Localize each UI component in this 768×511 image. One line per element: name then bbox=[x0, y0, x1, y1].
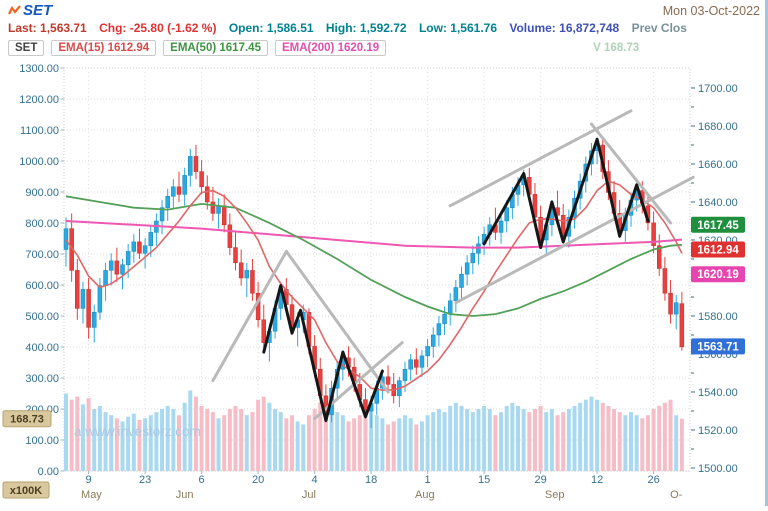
svg-text:1200.00: 1200.00 bbox=[19, 94, 59, 106]
svg-text:1680.00: 1680.00 bbox=[698, 121, 738, 133]
volume-bars bbox=[64, 390, 684, 471]
symbol-name: SET bbox=[23, 2, 53, 19]
zigzag-annotations bbox=[262, 137, 650, 422]
svg-text:18: 18 bbox=[365, 474, 377, 486]
price-tag-ema200: 1620.19 bbox=[691, 266, 745, 283]
svg-text:1000.00: 1000.00 bbox=[19, 156, 59, 168]
svg-text:15: 15 bbox=[478, 474, 490, 486]
volume-unit-tag: x100K bbox=[2, 481, 50, 499]
svg-text:x100K: x100K bbox=[10, 485, 42, 497]
legend-ema15[interactable]: EMA(15) 1612.94 bbox=[51, 40, 157, 56]
svg-text:Jul: Jul bbox=[302, 489, 316, 501]
ema200-line bbox=[65, 220, 682, 249]
price-tag-last: 1563.71 bbox=[691, 338, 745, 355]
svg-text:1660.00: 1660.00 bbox=[698, 159, 738, 171]
svg-text:1640.00: 1640.00 bbox=[698, 197, 738, 209]
legend-ema200[interactable]: EMA(200) 1620.19 bbox=[274, 40, 387, 56]
svg-text:800.00: 800.00 bbox=[25, 218, 59, 230]
svg-text:1500.00: 1500.00 bbox=[698, 463, 738, 475]
svg-text:Jun: Jun bbox=[176, 489, 194, 501]
brand-chart-icon bbox=[8, 5, 21, 15]
quote-high: High: 1,592.72 bbox=[325, 21, 407, 35]
legend-symbol-chip[interactable]: SET bbox=[8, 40, 45, 56]
quote-info-bar: Last: 1,563.71 Chg: -25.80 (-1.62 %) Ope… bbox=[8, 21, 764, 35]
svg-text:100.00: 100.00 bbox=[25, 435, 59, 447]
svg-text:a www.investorz.com: a www.investorz.com bbox=[74, 424, 201, 439]
ema15 bbox=[65, 180, 683, 391]
ema50-line bbox=[65, 195, 682, 317]
quote-volume: Volume: 16,872,748 bbox=[509, 21, 620, 35]
svg-text:0.00: 0.00 bbox=[38, 466, 59, 478]
svg-text:900.00: 900.00 bbox=[25, 187, 59, 199]
svg-text:400.00: 400.00 bbox=[25, 342, 59, 354]
svg-text:26: 26 bbox=[647, 474, 659, 486]
svg-text:1540.00: 1540.00 bbox=[698, 387, 738, 399]
symbol-title: SET bbox=[8, 2, 52, 19]
svg-text:Sep: Sep bbox=[545, 489, 565, 501]
legend-ema50[interactable]: EMA(50) 1617.45 bbox=[163, 40, 268, 56]
svg-text:1620.19: 1620.19 bbox=[697, 269, 739, 281]
svg-text:500.00: 500.00 bbox=[25, 311, 59, 323]
price-tag-ema15: 1612.94 bbox=[691, 241, 745, 258]
svg-text:9: 9 bbox=[86, 474, 92, 486]
svg-text:20: 20 bbox=[252, 474, 264, 486]
legend-volume: V 168.73 bbox=[593, 42, 640, 54]
svg-text:300.00: 300.00 bbox=[25, 373, 59, 385]
svg-text:1563.71: 1563.71 bbox=[697, 341, 739, 353]
quote-last: Last: 1,563.71 bbox=[8, 21, 87, 35]
ema50 bbox=[65, 195, 682, 317]
svg-text:1700.00: 1700.00 bbox=[698, 83, 738, 95]
svg-text:1300.00: 1300.00 bbox=[19, 63, 59, 75]
watermark: a www.investorz.com bbox=[74, 424, 201, 439]
candlesticks bbox=[63, 137, 685, 429]
svg-text:23: 23 bbox=[139, 474, 151, 486]
chart-date: Mon 03-Oct-2022 bbox=[662, 3, 760, 18]
chart-legend: SET EMA(15) 1612.94 EMA(50) 1617.45 EMA(… bbox=[8, 40, 639, 56]
price-tag-ema50: 1617.45 bbox=[691, 216, 745, 233]
svg-text:1: 1 bbox=[425, 474, 431, 486]
svg-text:168.73: 168.73 bbox=[10, 414, 44, 426]
time-axis: 9 23 6 20 4 18 1 15 29 12 26 May Jun Jul Aug Sep O- bbox=[81, 471, 683, 501]
quote-low: Low: 1,561.76 bbox=[418, 21, 498, 35]
svg-text:4: 4 bbox=[312, 474, 318, 486]
svg-text:29: 29 bbox=[534, 474, 546, 486]
title-bar: SET Mon 03-Oct-2022 bbox=[8, 2, 760, 19]
svg-text:600.00: 600.00 bbox=[25, 280, 59, 292]
ema15-line bbox=[65, 180, 683, 391]
right-edge-strip bbox=[765, 0, 768, 506]
svg-text:6: 6 bbox=[199, 474, 205, 486]
ema200 bbox=[65, 220, 682, 249]
svg-text:12: 12 bbox=[591, 474, 603, 486]
svg-text:May: May bbox=[81, 489, 102, 501]
price-chart-canvas[interactable]: 0.00100.00200.00300.00400.00500.00600.00… bbox=[0, 58, 768, 506]
svg-text:700.00: 700.00 bbox=[25, 249, 59, 261]
svg-text:1612.94: 1612.94 bbox=[697, 245, 739, 257]
svg-text:1100.00: 1100.00 bbox=[20, 125, 59, 137]
svg-text:1520.00: 1520.00 bbox=[698, 425, 738, 437]
svg-text:Aug: Aug bbox=[415, 489, 435, 501]
quote-prev-close: Prev Clos bbox=[631, 21, 687, 35]
svg-text:O-: O- bbox=[670, 489, 683, 501]
svg-text:1580.00: 1580.00 bbox=[698, 311, 738, 323]
volume-tag: 168.73 bbox=[2, 410, 52, 428]
quote-change: Chg: -25.80 (-1.62 %) bbox=[99, 21, 217, 35]
quote-open: Open: 1,586.51 bbox=[228, 21, 314, 35]
price-tags: 1617.45 1612.94 1620.19 1563.71 bbox=[691, 216, 745, 355]
svg-text:1617.45: 1617.45 bbox=[697, 220, 739, 232]
price-axis: 1500.001520.001540.001560.001580.001600.… bbox=[691, 83, 738, 475]
